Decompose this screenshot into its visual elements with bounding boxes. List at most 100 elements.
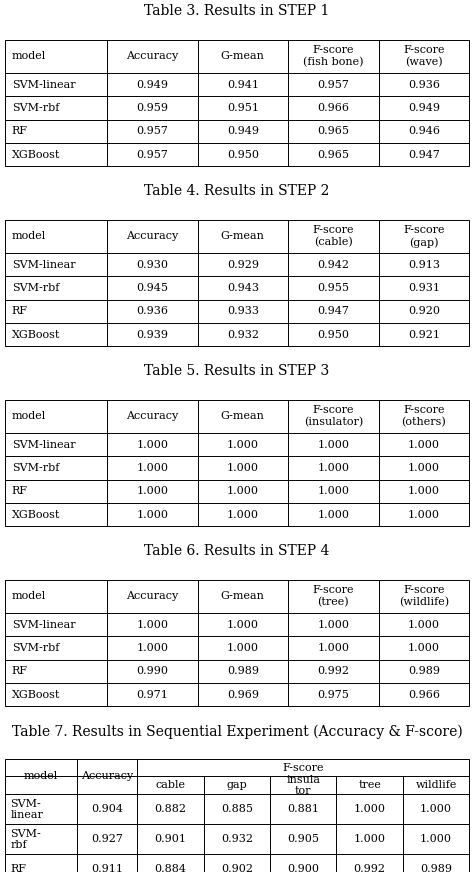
- Text: 0.955: 0.955: [318, 283, 349, 293]
- Text: 1.000: 1.000: [318, 439, 349, 450]
- Text: F-score
(others): F-score (others): [401, 405, 447, 427]
- Text: 0.957: 0.957: [137, 150, 168, 160]
- Text: SVM-
linear: SVM- linear: [10, 799, 43, 821]
- Text: model: model: [12, 231, 46, 242]
- Text: wildlife: wildlife: [415, 780, 457, 790]
- Text: 1.000: 1.000: [136, 619, 168, 630]
- Text: XGBoost: XGBoost: [12, 690, 60, 699]
- Text: 1.000: 1.000: [408, 439, 440, 450]
- Text: F-score
(gap): F-score (gap): [403, 225, 445, 248]
- Text: SVM-rbf: SVM-rbf: [12, 283, 59, 293]
- Bar: [5, 580, 469, 706]
- Text: cable: cable: [155, 780, 185, 790]
- Text: 0.949: 0.949: [136, 79, 168, 90]
- Text: 1.000: 1.000: [408, 619, 440, 630]
- Text: 0.965: 0.965: [318, 126, 349, 136]
- Text: Table 3. Results in STEP 1: Table 3. Results in STEP 1: [144, 4, 330, 18]
- Text: 0.927: 0.927: [91, 835, 123, 844]
- Text: 1.000: 1.000: [227, 619, 259, 630]
- Text: SVM-linear: SVM-linear: [12, 619, 75, 630]
- Text: 0.957: 0.957: [137, 126, 168, 136]
- Text: 0.936: 0.936: [408, 79, 440, 90]
- Text: 0.989: 0.989: [227, 666, 259, 677]
- Text: 0.992: 0.992: [354, 864, 386, 872]
- Text: model: model: [24, 772, 58, 781]
- Text: 0.911: 0.911: [91, 864, 123, 872]
- Text: 0.945: 0.945: [136, 283, 168, 293]
- Text: 0.949: 0.949: [227, 126, 259, 136]
- Text: F-score
(cable): F-score (cable): [313, 226, 354, 248]
- Text: SVM-rbf: SVM-rbf: [12, 103, 59, 112]
- Text: 0.902: 0.902: [221, 864, 253, 872]
- Text: 0.965: 0.965: [318, 150, 349, 160]
- Text: 0.939: 0.939: [136, 330, 168, 340]
- Text: 0.990: 0.990: [136, 666, 168, 677]
- Bar: [5, 40, 469, 167]
- Text: XGBoost: XGBoost: [12, 150, 60, 160]
- Text: 1.000: 1.000: [227, 439, 259, 450]
- Text: F-score
(wave): F-score (wave): [403, 45, 445, 67]
- Text: 0.884: 0.884: [155, 864, 186, 872]
- Text: 1.000: 1.000: [408, 509, 440, 520]
- Text: SVM-rbf: SVM-rbf: [12, 643, 59, 653]
- Text: 1.000: 1.000: [354, 835, 386, 844]
- Bar: [5, 400, 469, 527]
- Text: 0.942: 0.942: [318, 260, 349, 269]
- Text: F-score
(fish bone): F-score (fish bone): [303, 45, 364, 67]
- Text: 1.000: 1.000: [136, 509, 168, 520]
- Text: Accuracy: Accuracy: [126, 412, 178, 421]
- Text: 0.932: 0.932: [221, 835, 253, 844]
- Text: RF: RF: [12, 666, 27, 677]
- Text: 0.885: 0.885: [221, 804, 253, 814]
- Text: 0.921: 0.921: [408, 330, 440, 340]
- Text: 0.936: 0.936: [136, 306, 168, 317]
- Text: Accuracy: Accuracy: [126, 51, 178, 61]
- Text: 0.881: 0.881: [287, 804, 319, 814]
- Text: 0.975: 0.975: [318, 690, 349, 699]
- Text: 0.949: 0.949: [408, 103, 440, 112]
- Text: 0.947: 0.947: [318, 306, 349, 317]
- Text: Table 7. Results in Sequential Experiment (Accuracy & F-score): Table 7. Results in Sequential Experimen…: [12, 725, 462, 739]
- Text: 1.000: 1.000: [136, 487, 168, 496]
- Text: 1.000: 1.000: [408, 463, 440, 473]
- Text: SVM-linear: SVM-linear: [12, 260, 75, 269]
- Text: 0.969: 0.969: [227, 690, 259, 699]
- Text: 1.000: 1.000: [318, 643, 349, 653]
- Text: 0.913: 0.913: [408, 260, 440, 269]
- Text: 0.946: 0.946: [408, 126, 440, 136]
- Text: 1.000: 1.000: [227, 487, 259, 496]
- Text: SVM-linear: SVM-linear: [12, 439, 75, 450]
- Text: RF: RF: [12, 487, 27, 496]
- Text: 1.000: 1.000: [227, 643, 259, 653]
- Text: 1.000: 1.000: [136, 643, 168, 653]
- Text: Table 4. Results in STEP 2: Table 4. Results in STEP 2: [144, 184, 330, 198]
- Text: XGBoost: XGBoost: [12, 509, 60, 520]
- Text: 0.929: 0.929: [227, 260, 259, 269]
- Text: 0.950: 0.950: [227, 150, 259, 160]
- Text: 0.959: 0.959: [136, 103, 168, 112]
- Text: 1.000: 1.000: [227, 509, 259, 520]
- Text: 0.957: 0.957: [318, 79, 349, 90]
- Text: 1.000: 1.000: [318, 487, 349, 496]
- Text: 1.000: 1.000: [318, 619, 349, 630]
- Text: model: model: [12, 51, 46, 61]
- Text: model: model: [12, 591, 46, 602]
- Text: gap: gap: [227, 780, 247, 790]
- Text: 0.932: 0.932: [227, 330, 259, 340]
- Text: 0.943: 0.943: [227, 283, 259, 293]
- Text: F-score
(insulator): F-score (insulator): [304, 405, 363, 427]
- Text: RF: RF: [10, 864, 27, 872]
- Text: 0.901: 0.901: [155, 835, 186, 844]
- Text: 1.000: 1.000: [420, 835, 452, 844]
- Text: tree: tree: [358, 780, 381, 790]
- Text: Accuracy: Accuracy: [81, 772, 133, 781]
- Text: Table 5. Results in STEP 3: Table 5. Results in STEP 3: [145, 364, 329, 378]
- Text: G-mean: G-mean: [221, 591, 265, 602]
- Text: 0.930: 0.930: [136, 260, 168, 269]
- Text: 0.882: 0.882: [155, 804, 186, 814]
- Text: SVM-
rbf: SVM- rbf: [10, 828, 41, 850]
- Text: F-score
(tree): F-score (tree): [313, 585, 354, 608]
- Text: 0.989: 0.989: [420, 864, 452, 872]
- Text: 0.950: 0.950: [318, 330, 349, 340]
- Text: 1.000: 1.000: [354, 804, 386, 814]
